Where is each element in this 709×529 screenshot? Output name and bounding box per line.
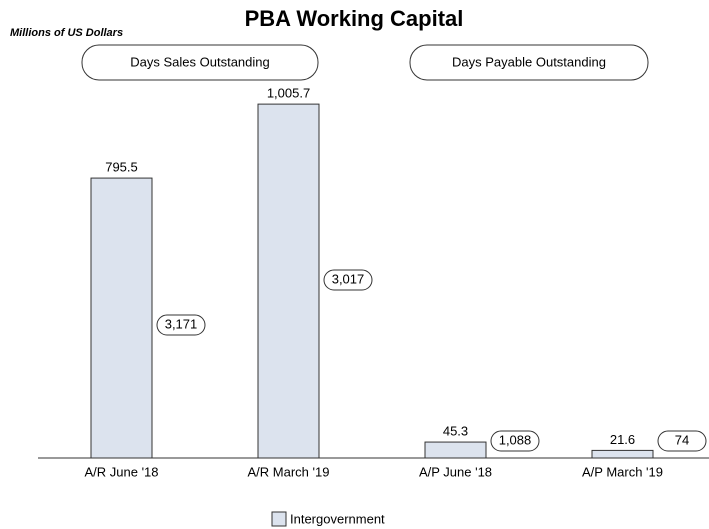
days-pill xyxy=(323,269,373,291)
value-label: 1,005.7 xyxy=(267,86,310,101)
bar xyxy=(257,103,320,459)
x-tick-label: A/R March '19 xyxy=(248,464,330,479)
days-label: 3,171 xyxy=(165,316,198,331)
legend-swatch xyxy=(271,511,287,527)
days-pill xyxy=(657,430,707,452)
value-label: 795.5 xyxy=(105,160,138,175)
x-tick-label: A/R June '18 xyxy=(84,464,158,479)
value-label: 45.3 xyxy=(443,423,468,438)
group-header: Days Payable Outstanding xyxy=(452,54,606,69)
bar xyxy=(90,177,153,459)
header-box xyxy=(409,44,649,81)
group-header: Days Sales Outstanding xyxy=(130,54,269,69)
x-tick-label: A/P March '19 xyxy=(582,464,663,479)
days-label: 3,017 xyxy=(332,271,365,286)
bar xyxy=(424,441,487,459)
legend-label: Intergovernment xyxy=(290,511,385,526)
header-box xyxy=(81,44,319,81)
subtitle: Millions of US Dollars xyxy=(10,27,123,39)
days-label: 74 xyxy=(675,432,689,447)
value-label: 21.6 xyxy=(610,432,635,447)
bar xyxy=(591,449,654,459)
chart-title: PBA Working Capital xyxy=(245,6,464,31)
days-pill xyxy=(156,314,206,336)
days-pill xyxy=(490,430,540,452)
x-tick-label: A/P June '18 xyxy=(419,464,492,479)
days-label: 1,088 xyxy=(499,432,532,447)
